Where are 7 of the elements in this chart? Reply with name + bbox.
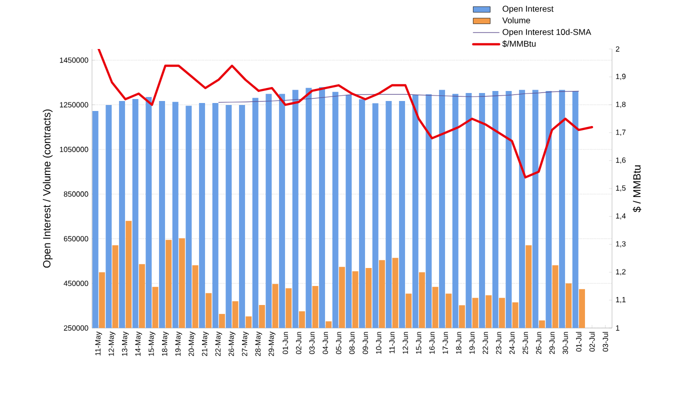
legend-label: Volume — [502, 17, 530, 24]
line-series — [98, 48, 594, 178]
legend-label: Open Interest 10d-SMA — [502, 28, 592, 37]
y-axis-title: Open Interest / Volume (contracts) — [42, 110, 53, 268]
legend-label: $/MMBtu — [502, 40, 536, 48]
y2-axis-title: $ / MMBtu — [632, 165, 642, 212]
legend-label: Open Interest — [502, 6, 554, 14]
